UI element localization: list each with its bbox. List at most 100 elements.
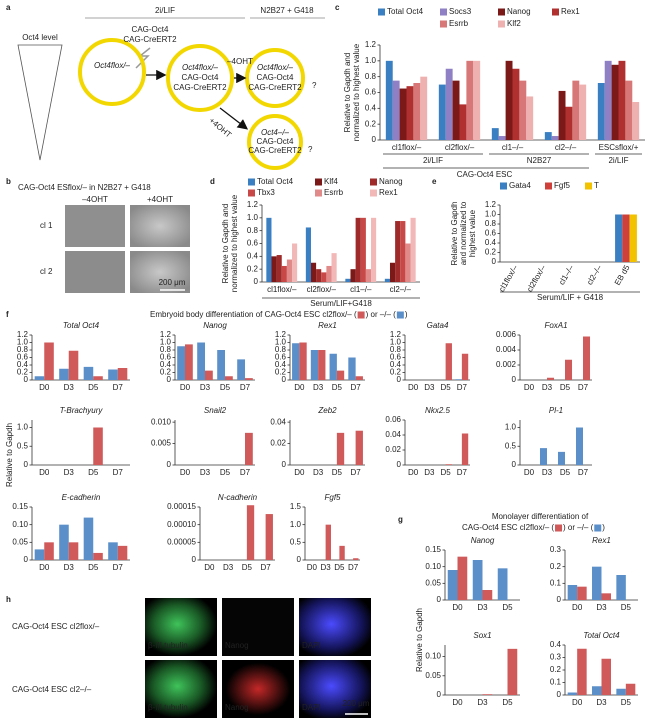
- bar: [625, 683, 636, 695]
- y-tick-label: 0.4: [247, 251, 259, 260]
- y-tick-label: 0.002: [496, 360, 517, 369]
- y-tick-label: 0.6: [247, 239, 259, 248]
- bar: [355, 376, 363, 380]
- bar: [276, 255, 282, 282]
- bar: [318, 350, 326, 380]
- y-tick-label: 0.2: [160, 368, 172, 377]
- x-tick-label: D0: [452, 603, 463, 612]
- bar: [632, 102, 640, 140]
- y-axis-label: Relative to Gapdh and: [221, 204, 230, 284]
- legend-label: Total Oct4: [257, 177, 294, 186]
- x-tick-label: D7: [240, 468, 251, 477]
- y-tick-label: 0: [437, 690, 442, 699]
- x-tick-label: D5: [621, 698, 632, 707]
- y-tick-label: 0.15: [12, 502, 28, 511]
- y-tick-label: 0.6: [365, 88, 377, 97]
- x-tick-label: D0: [524, 468, 535, 477]
- bar: [355, 430, 363, 465]
- y-tick-label: 0: [24, 555, 29, 564]
- bar: [473, 60, 481, 141]
- x-tick-label: D5: [332, 468, 343, 477]
- legend-label: Esrrb: [324, 188, 344, 197]
- bar: [392, 80, 400, 140]
- y-tick-label: 0.04: [270, 417, 286, 426]
- y-tick-label: 0: [372, 135, 377, 144]
- condition-label: 2i/LIF: [155, 6, 175, 15]
- bar: [622, 214, 630, 262]
- x-axis-label: CAG-Oct4 ESC: [457, 170, 513, 179]
- y-tick-label: 0: [512, 460, 517, 469]
- chart-title: Nkx2.5: [425, 406, 450, 415]
- x-tick-label: D5: [441, 468, 452, 477]
- y-tick-label: 1.2: [390, 330, 402, 339]
- chart-title: Rex1: [592, 536, 611, 545]
- panel-letter: d: [210, 177, 215, 186]
- y-axis-label: and normalized to: [459, 201, 468, 265]
- bar: [305, 227, 311, 282]
- bar: [410, 217, 416, 282]
- y-tick-label: 0.2: [17, 368, 29, 377]
- bar: [592, 566, 602, 600]
- x-tick-label: D5: [502, 603, 513, 612]
- treatment-label: +4OHT: [207, 116, 233, 140]
- x-tick-label: D5: [441, 383, 452, 392]
- y-tick-label: 1.0: [390, 338, 402, 347]
- bar: [498, 136, 506, 140]
- x-tick-label: D5: [334, 563, 345, 572]
- row-label: cl 1: [40, 221, 53, 230]
- cell-label: CAG-Oct4: [182, 73, 219, 82]
- y-tick-label: 0.1: [550, 678, 562, 687]
- group-label: 2i/LIF: [608, 156, 628, 165]
- panel-title: ) or –/– (: [366, 310, 397, 319]
- bar: [326, 265, 332, 282]
- y-tick-label: 0: [254, 277, 259, 286]
- y-tick-label: 0.005: [151, 439, 172, 448]
- x-tick-label: D5: [88, 563, 99, 572]
- bar: [355, 217, 361, 282]
- y-axis-label: Relative to Gapdh and: [343, 53, 352, 133]
- y-tick-label: 0.4: [550, 640, 562, 649]
- medium-label: N2B27 + G418: [260, 6, 314, 15]
- y-tick-label: 0.5: [17, 441, 29, 450]
- legend-swatch: [545, 182, 552, 190]
- legend-swatch: [370, 178, 377, 186]
- y-tick-label: 0.10: [12, 520, 28, 529]
- y-tick-label: 1.5: [290, 502, 302, 511]
- y-tick-label: 0: [192, 555, 197, 564]
- x-tick-label: cl2–/–: [555, 143, 577, 152]
- x-tick-label: ESCsflox/+: [599, 143, 639, 152]
- x-tick-label: D3: [477, 698, 488, 707]
- bar: [565, 359, 573, 380]
- x-tick-label: cl1–/–: [557, 263, 576, 286]
- legend-swatch: [396, 311, 404, 319]
- y-tick-label: 0.4: [17, 360, 29, 369]
- x-tick-label: cl1flox/–: [497, 263, 520, 293]
- y-tick-label: 0.1: [550, 578, 562, 587]
- x-tick-label: D7: [351, 383, 362, 392]
- outcome-label: ?: [312, 81, 317, 90]
- x-tick-label: D3: [424, 383, 435, 392]
- y-tick-label: 0.3: [550, 653, 562, 662]
- x-tick-label: D7: [348, 563, 359, 572]
- bar: [44, 342, 54, 380]
- bar: [565, 106, 573, 140]
- y-tick-label: 0: [167, 460, 172, 469]
- x-tick-label: D7: [240, 383, 251, 392]
- bar: [197, 342, 205, 380]
- bar: [539, 448, 547, 465]
- chart-title: Nanog: [203, 321, 227, 330]
- y-tick-label: 0: [492, 257, 497, 266]
- bar: [316, 269, 322, 282]
- y-tick-label: 0.2: [550, 665, 562, 674]
- bar: [601, 658, 611, 695]
- chart-title: Zeb2: [317, 406, 337, 415]
- bar: [507, 648, 518, 695]
- panel-letter: h: [6, 595, 11, 604]
- y-tick-label: 0.8: [247, 226, 259, 235]
- bar: [34, 376, 45, 380]
- bar: [455, 379, 462, 380]
- legend-swatch: [440, 20, 447, 28]
- bar: [348, 357, 356, 380]
- y-tick-label: 1.0: [485, 210, 497, 219]
- bar: [551, 136, 559, 140]
